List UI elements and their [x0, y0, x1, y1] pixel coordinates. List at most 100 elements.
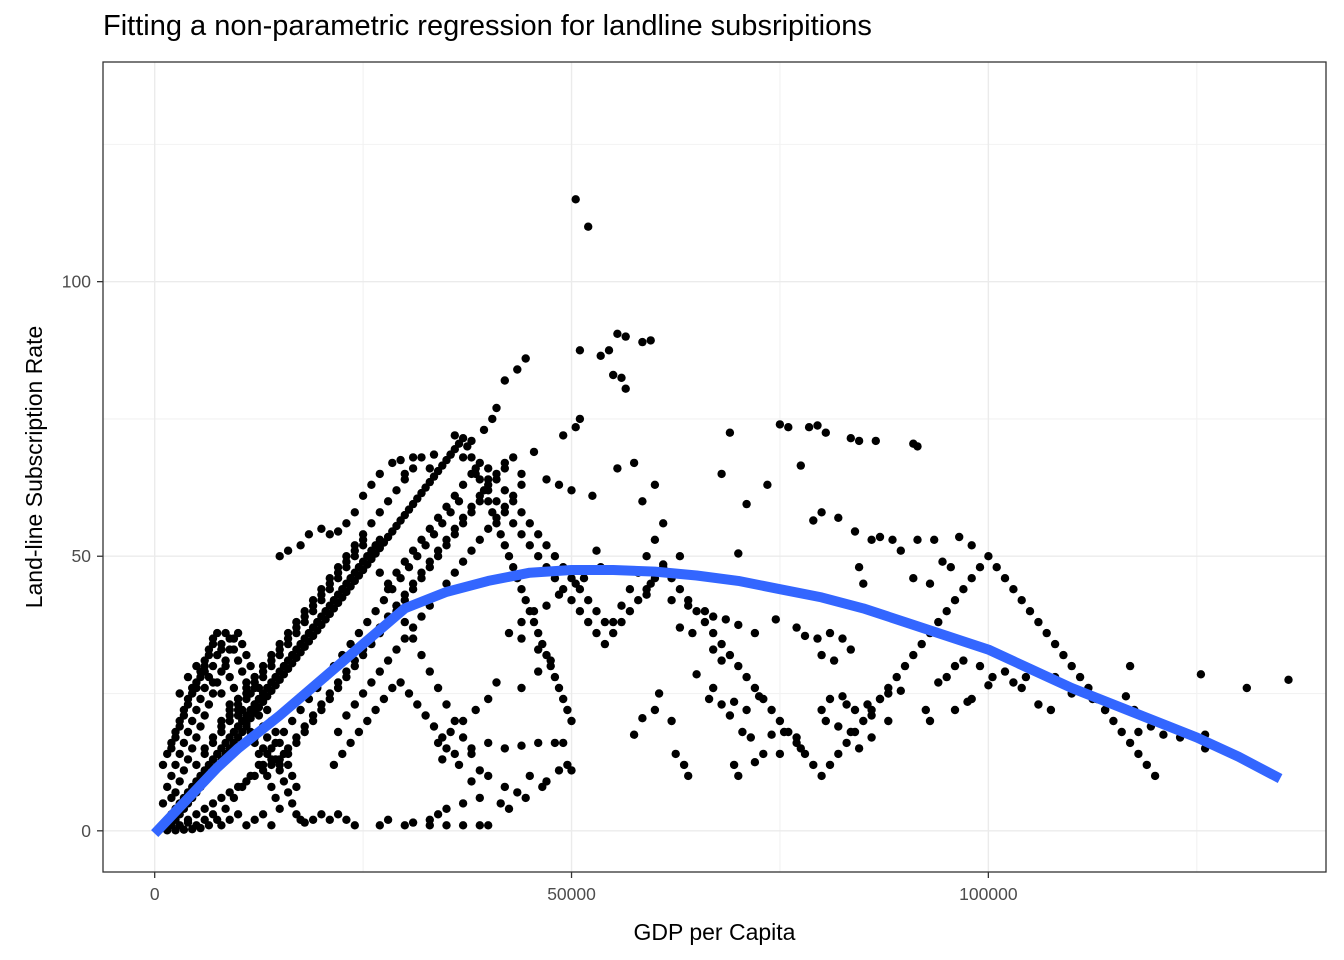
data-point	[821, 716, 830, 726]
data-point	[408, 464, 418, 473]
data-point	[834, 749, 843, 759]
data-point	[479, 486, 489, 495]
data-point	[529, 447, 539, 457]
data-point	[500, 541, 509, 550]
data-point	[955, 532, 964, 542]
data-point	[221, 804, 230, 813]
grid-major-lines	[103, 62, 1326, 872]
data-point	[192, 810, 201, 819]
data-point	[854, 563, 864, 572]
data-point	[859, 716, 868, 726]
data-point	[600, 639, 610, 649]
data-point	[834, 722, 843, 731]
data-point	[1059, 650, 1068, 660]
data-point	[388, 458, 397, 468]
data-point	[271, 727, 280, 737]
data-point	[275, 738, 284, 748]
data-point	[509, 453, 518, 462]
data-point	[475, 458, 484, 468]
data-point	[525, 541, 534, 550]
data-point	[179, 766, 189, 775]
data-point	[717, 469, 726, 479]
data-point	[992, 563, 1001, 572]
data-point	[692, 670, 701, 679]
data-point	[800, 631, 810, 641]
data-point	[242, 694, 251, 704]
data-point	[279, 777, 289, 786]
data-point	[242, 777, 251, 786]
data-point	[192, 683, 201, 693]
data-point	[242, 821, 251, 830]
data-point	[1017, 596, 1026, 605]
data-point	[458, 434, 468, 443]
data-point	[717, 639, 726, 649]
data-point	[613, 464, 622, 473]
data-point	[609, 370, 618, 380]
data-point	[383, 579, 393, 588]
data-point	[221, 656, 230, 665]
data-point	[317, 700, 326, 709]
data-point	[934, 678, 943, 687]
data-point	[659, 519, 668, 528]
data-point	[1242, 683, 1252, 693]
data-point	[650, 535, 660, 544]
data-point	[867, 733, 876, 742]
data-point	[838, 634, 847, 643]
data-point	[500, 376, 509, 385]
data-point	[246, 661, 255, 671]
data-point	[467, 469, 476, 479]
data-point	[709, 645, 718, 654]
data-point	[200, 749, 209, 759]
data-point	[408, 818, 418, 827]
data-point	[400, 590, 409, 599]
data-point	[346, 639, 355, 649]
data-point	[796, 461, 805, 470]
data-point	[1009, 585, 1018, 594]
data-point	[175, 722, 184, 731]
data-point	[1042, 628, 1051, 638]
data-point	[509, 563, 518, 572]
data-point	[709, 683, 718, 693]
data-point	[725, 428, 735, 437]
data-point	[688, 628, 697, 638]
data-point	[433, 546, 443, 555]
data-point	[233, 656, 243, 665]
data-point	[217, 689, 226, 698]
data-point	[484, 694, 493, 704]
data-point	[325, 689, 334, 698]
data-point	[734, 661, 743, 671]
data-point	[167, 771, 176, 781]
data-point	[675, 585, 685, 594]
data-point	[759, 749, 768, 759]
data-point	[709, 612, 718, 621]
plot-panel-border	[102, 61, 1327, 873]
data-point	[367, 519, 376, 528]
data-point	[292, 733, 301, 742]
data-point	[521, 354, 530, 363]
data-point	[517, 480, 526, 489]
data-point	[684, 771, 693, 781]
data-point	[204, 700, 214, 709]
data-point	[625, 607, 635, 616]
data-point	[308, 607, 318, 616]
data-point	[379, 694, 389, 704]
data-point	[567, 574, 576, 583]
data-point	[692, 607, 701, 616]
data-point	[350, 700, 359, 709]
data-point	[909, 574, 918, 583]
data-point	[1000, 667, 1010, 676]
data-point	[450, 716, 459, 726]
smooth-fit-line	[151, 565, 1283, 838]
x-tick-label: 0	[150, 884, 160, 904]
data-point	[854, 744, 864, 753]
data-point	[925, 716, 935, 726]
data-point	[509, 519, 518, 528]
data-point	[746, 733, 755, 742]
data-point	[300, 617, 309, 627]
data-point	[542, 650, 551, 660]
data-point	[854, 436, 864, 446]
data-point	[200, 661, 209, 671]
data-point	[317, 810, 326, 819]
data-point	[408, 579, 418, 588]
data-point	[517, 530, 526, 539]
